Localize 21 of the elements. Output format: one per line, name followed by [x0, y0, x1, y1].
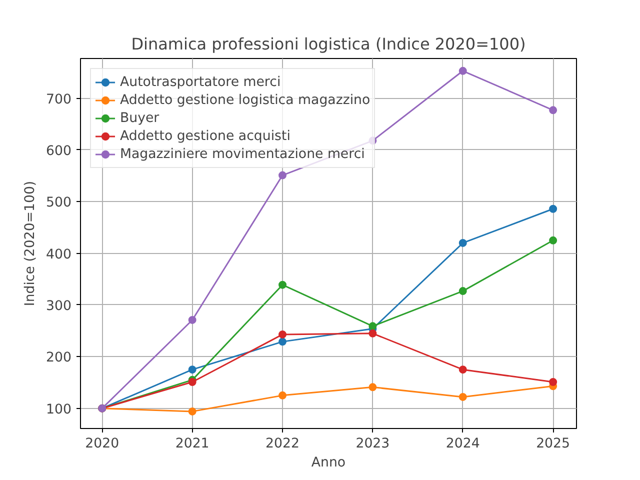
- x-tick-label: 2023: [356, 436, 390, 452]
- legend-label: Buyer: [120, 110, 160, 127]
- x-tick-label: 2025: [536, 436, 570, 452]
- y-tick-label: 100: [46, 402, 72, 418]
- legend-label: Magazziniere movimentazione merci: [120, 146, 365, 163]
- x-tick-label: 2022: [266, 436, 300, 452]
- x-tick-label: 2020: [85, 436, 120, 452]
- legend-label: Addetto gestione acquisti: [120, 128, 290, 145]
- y-tick-label: 700: [46, 92, 72, 108]
- chart-title: Dinamica professioni logistica (Indice 2020=100): [131, 34, 526, 54]
- x-axis-title: Anno: [311, 456, 346, 470]
- y-tick-label: 500: [46, 196, 72, 211]
- y-tick-label: 400: [46, 247, 72, 262]
- y-tick-label: 200: [46, 350, 72, 366]
- legend-label: Addetto gestione logistica magazzino: [120, 92, 370, 109]
- y-tick-label: 300: [46, 298, 72, 314]
- y-axis-title: Indice (2020=100): [23, 180, 38, 306]
- y-tick-label: 600: [46, 144, 72, 159]
- x-tick-label: 2021: [175, 436, 210, 452]
- x-tick-label: 2024: [446, 436, 480, 452]
- legend-label: Autotrasportatore merci: [120, 74, 281, 91]
